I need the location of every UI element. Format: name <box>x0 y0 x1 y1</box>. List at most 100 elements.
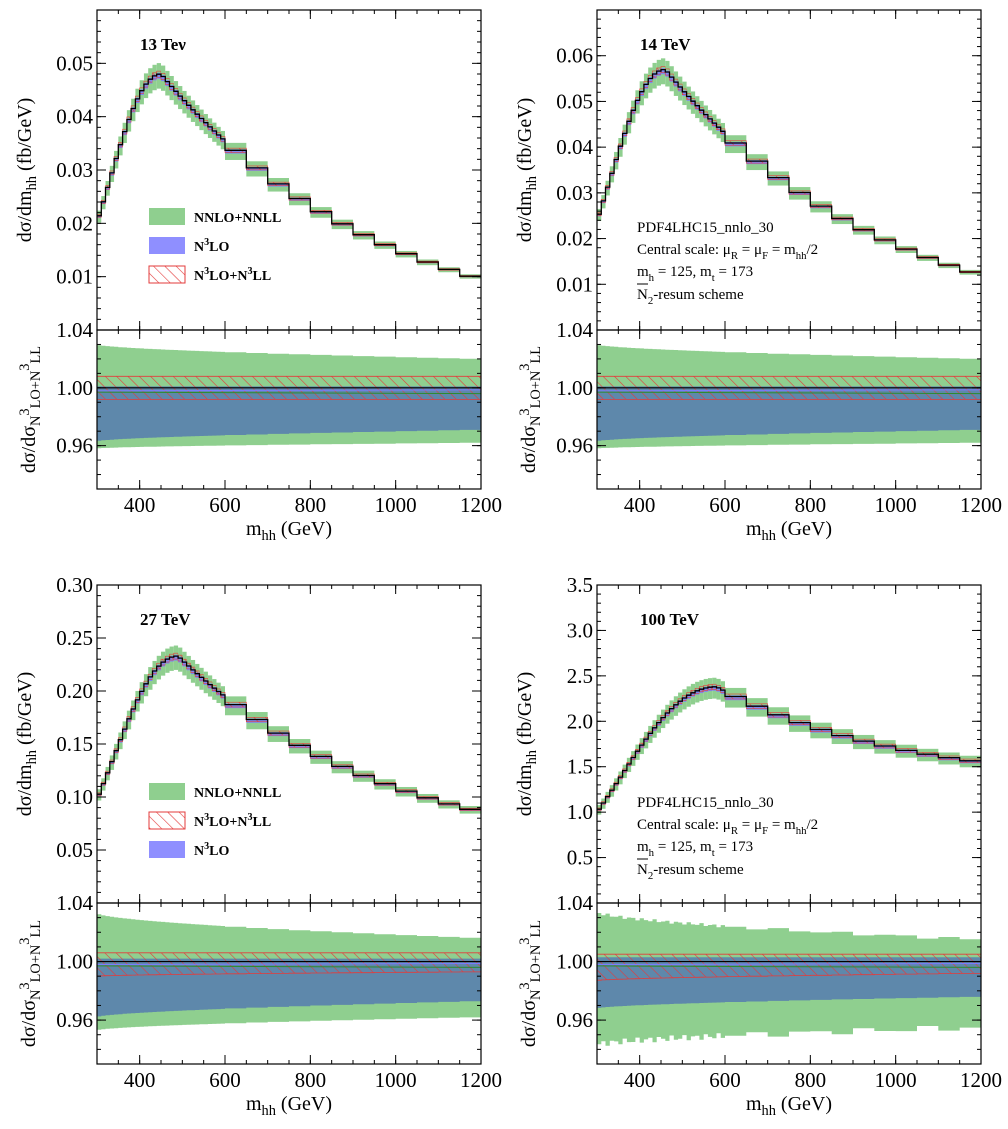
ratio-y-tick-label: 0.96 <box>56 434 93 458</box>
x-tick-label: 400 <box>124 1068 156 1092</box>
y-tick-label: 0.01 <box>556 272 593 296</box>
legend-label: NNLO+NNLL <box>194 211 281 226</box>
ratio-y-tick-label: 1.00 <box>56 376 93 400</box>
x-tick-label: 400 <box>624 493 656 517</box>
chart-panel-4: 0.5 1.0 1.5 2.0 2.5 3.0 3.5 0.96 1.00 1.04 400 600 8… <box>514 573 1002 1119</box>
ratio-n3lo-central-line <box>596 389 982 392</box>
y-tick-label: 3.0 <box>567 618 593 642</box>
panel-title: 100 TeV <box>640 610 700 629</box>
x-axis-label: mhh (GeV) <box>246 518 332 544</box>
ratio-y-tick-label: 1.04 <box>56 891 93 915</box>
y-tick-label: 0.05 <box>556 89 593 113</box>
x-tick-label: 1200 <box>960 1068 1002 1092</box>
central-value-line <box>97 73 481 277</box>
y-tick-label: 0.02 <box>56 211 93 235</box>
ratio-n3lo-central-line <box>596 963 982 966</box>
upper-plot-frame <box>596 584 982 904</box>
y-tick-label: 0.02 <box>556 227 593 251</box>
panel-title: 13 Teν <box>140 35 186 54</box>
ratio-n3lo-band <box>597 386 981 441</box>
ratio-y-axis-label: dσ/dσN3LO+N3LL <box>517 346 544 473</box>
y-tick-label: 3.5 <box>567 573 593 597</box>
y-tick-label: 2.0 <box>567 709 593 733</box>
legend-label: N3LO <box>194 841 230 859</box>
ratio-y-tick-label: 1.04 <box>556 318 593 342</box>
y-tick-label: 0.06 <box>556 44 593 68</box>
y-tick-label: 1.0 <box>567 800 593 824</box>
ratio-nnlo-central-line <box>96 391 482 395</box>
x-tick-label: 1200 <box>460 493 502 517</box>
central-value-line <box>597 68 981 273</box>
ratio-y-tick-label: 1.00 <box>556 376 593 400</box>
legend-label: N3LO <box>194 237 230 255</box>
upper-plot-frame <box>596 9 982 331</box>
y-tick-label: 0.20 <box>56 679 93 703</box>
y-axis-label: dσ/dmhh (fb/GeV) <box>14 98 40 243</box>
legend-swatch <box>148 811 186 830</box>
y-axis-label: dσ/dmhh (fb/GeV) <box>14 672 40 817</box>
y-tick-label: 1.5 <box>567 755 593 779</box>
info-central-scale: Central scale: μR = μF = mhh/2 <box>637 242 818 262</box>
x-tick-label: 400 <box>124 493 156 517</box>
panel-title: 27 TeV <box>140 610 191 629</box>
legend-swatch <box>149 841 185 858</box>
y-tick-label: 0.04 <box>556 135 593 159</box>
x-tick-label: 800 <box>795 1068 827 1092</box>
chart-panel-2: 0.01 0.02 0.03 0.04 0.05 0.06 0.96 1.00 1.04 400 6… <box>514 9 1002 544</box>
chart-panel-3: 0.05 0.10 0.15 0.20 0.25 0.30 0.96 1.00 1.04 400 6… <box>14 573 502 1119</box>
legend-swatch <box>149 783 185 800</box>
ratio-y-tick-label: 0.96 <box>556 1008 593 1032</box>
y-tick-label: 0.10 <box>56 785 93 809</box>
y-tick-label: 0.30 <box>56 573 93 597</box>
ratio-n3lo-central-line <box>96 963 482 966</box>
y-tick-label: 0.25 <box>56 626 93 650</box>
y-axis-label: dσ/dmhh (fb/GeV) <box>514 672 540 817</box>
ratio-y-axis-label: dσ/dσN3LO+N3LL <box>17 920 44 1047</box>
info-resum-scheme: N2-resum scheme <box>637 287 744 307</box>
legend-swatch <box>149 208 185 225</box>
x-axis-label: mhh (GeV) <box>246 1093 332 1119</box>
x-tick-label: 1000 <box>875 1068 917 1092</box>
y-tick-label: 0.05 <box>56 51 93 75</box>
central-value-line <box>97 655 481 810</box>
y-tick-label: 0.03 <box>56 158 93 182</box>
x-tick-label: 1000 <box>375 1068 417 1092</box>
x-tick-label: 1200 <box>960 493 1002 517</box>
y-tick-label: 0.03 <box>556 181 593 205</box>
x-tick-label: 800 <box>295 493 327 517</box>
ratio-n3lo-band <box>97 386 481 441</box>
y-tick-label: 0.05 <box>56 838 93 862</box>
x-tick-label: 600 <box>209 493 241 517</box>
ratio-nnlo-central-line <box>596 391 982 395</box>
y-tick-label: 2.5 <box>567 664 593 688</box>
info-central-scale: Central scale: μR = μF = mhh/2 <box>637 817 818 837</box>
x-axis-label: mhh (GeV) <box>746 1093 832 1119</box>
x-tick-label: 1000 <box>875 493 917 517</box>
legend-swatch <box>148 265 186 284</box>
x-tick-label: 1200 <box>460 1068 502 1092</box>
ratio-y-axis-label: dσ/dσN3LO+N3LL <box>517 920 544 1047</box>
info-masses: mh = 125, mt = 173 <box>637 839 753 859</box>
ratio-y-tick-label: 1.00 <box>56 950 93 974</box>
y-tick-label: 0.04 <box>56 105 93 129</box>
chart-panel-1: 0.01 0.02 0.03 0.04 0.05 0.96 1.00 1.04 400 600 80… <box>14 9 502 544</box>
x-tick-label: 400 <box>624 1068 656 1092</box>
legend-label: N3LO+N3LL <box>194 266 271 284</box>
y-tick-label: 0.5 <box>567 846 593 870</box>
ratio-n3lo-n3ll-band <box>596 953 982 981</box>
ratio-y-tick-label: 1.00 <box>556 950 593 974</box>
ratio-y-axis-label: dσ/dσN3LO+N3LL <box>17 346 44 473</box>
ratio-y-tick-label: 0.96 <box>556 434 593 458</box>
y-tick-label: 0.01 <box>56 265 93 289</box>
panel-title: 14 TeV <box>640 35 691 54</box>
y-axis-label: dσ/dmhh (fb/GeV) <box>514 98 540 243</box>
y-tick-label: 0.15 <box>56 732 93 756</box>
ratio-n3lo-central-line <box>96 389 482 392</box>
x-tick-label: 800 <box>795 493 827 517</box>
info-pdf-set: PDF4LHC15_nnlo_30 <box>637 220 774 236</box>
ratio-y-tick-label: 1.04 <box>56 318 93 342</box>
info-pdf-set: PDF4LHC15_nnlo_30 <box>637 795 774 811</box>
x-axis-label: mhh (GeV) <box>746 518 832 544</box>
central-value-line <box>597 686 981 810</box>
